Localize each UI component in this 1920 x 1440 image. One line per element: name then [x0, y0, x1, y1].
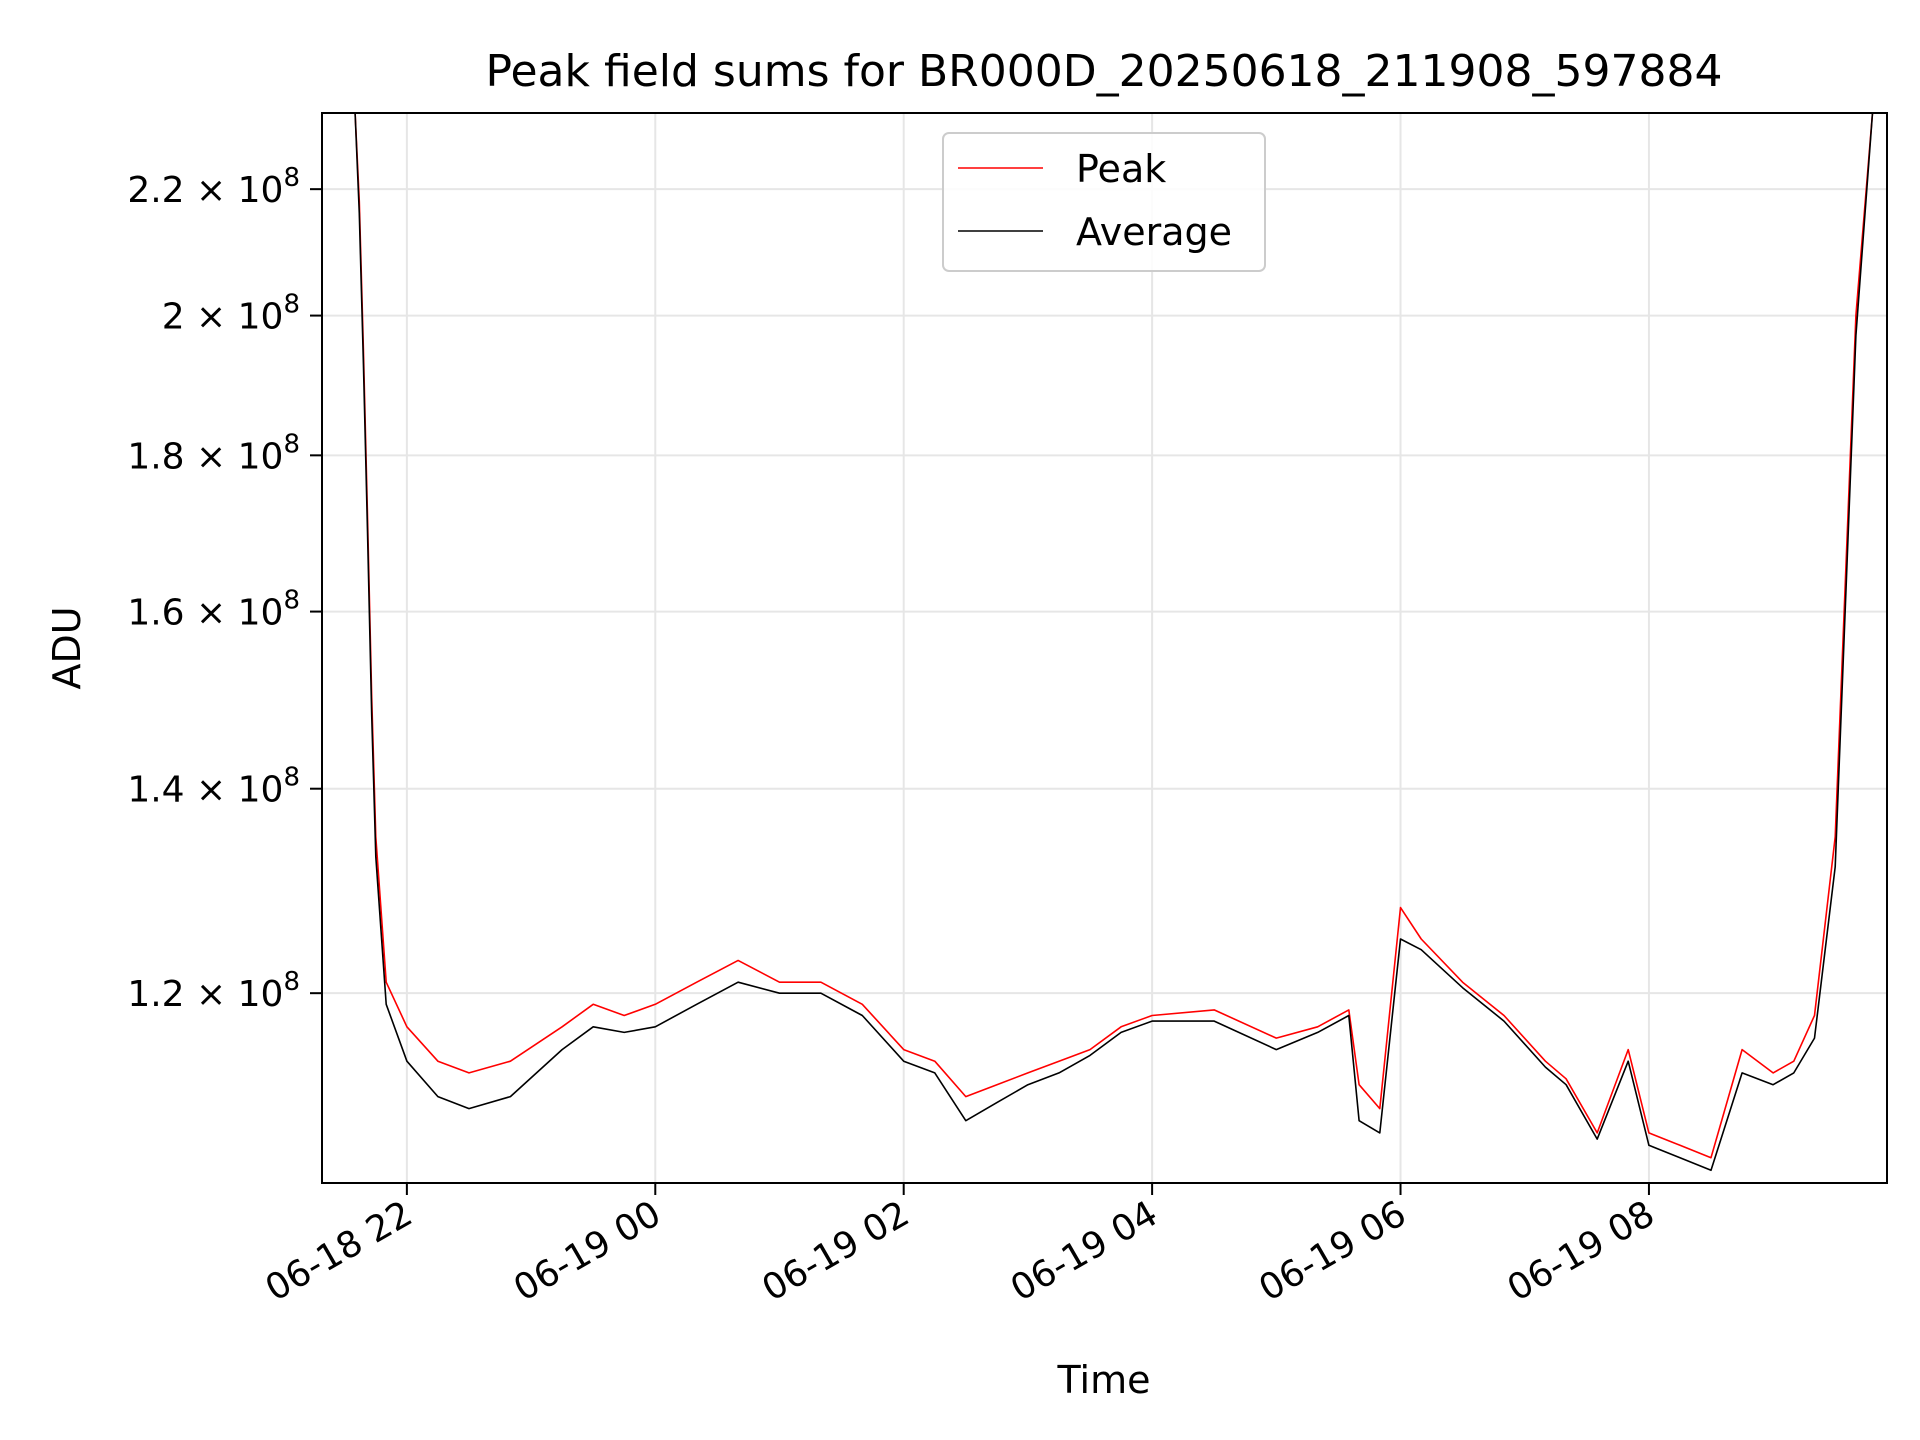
y-tick-mantissa: 2.2	[127, 170, 184, 211]
grid	[322, 113, 1887, 1183]
y-tick-label: 2 × 108	[162, 290, 300, 338]
y-tick-times: × 10	[185, 593, 284, 634]
y-axis-label: ADU	[45, 606, 89, 689]
y-tick-mantissa: 1.4	[127, 770, 184, 811]
y-tick-exponent: 8	[283, 163, 300, 193]
y-tick-exponent: 8	[283, 763, 300, 793]
y-tick-label: 1.2 × 108	[127, 967, 300, 1015]
plot-area	[324, 112, 1874, 1172]
legend-label-peak: Peak	[1076, 147, 1166, 191]
y-tick-exponent: 8	[283, 429, 300, 459]
chart-title: Peak field sums for BR000D_20250618_2119…	[486, 46, 1723, 97]
legend-label-average: Average	[1076, 210, 1232, 254]
legend: Peak Average	[942, 132, 1266, 272]
series-line-peak	[324, 112, 1874, 1159]
y-tick-times: × 10	[185, 770, 284, 811]
y-tick-mantissa: 2	[162, 297, 185, 338]
y-tick-label: 2.2 × 108	[127, 163, 300, 211]
y-tick-mantissa: 1.6	[127, 593, 184, 634]
x-axis-label: Time	[1057, 1358, 1151, 1402]
y-tick-times: × 10	[185, 436, 284, 477]
series-line-average	[324, 112, 1874, 1172]
y-tick-exponent: 8	[283, 586, 300, 616]
y-tick-exponent: 8	[283, 290, 300, 320]
y-tick-times: × 10	[185, 170, 284, 211]
y-tick-times: × 10	[185, 974, 284, 1015]
y-tick-label: 1.6 × 108	[127, 586, 300, 634]
y-tick-exponent: 8	[283, 967, 300, 997]
axes-frame	[321, 112, 1888, 1184]
y-tick-label: 1.8 × 108	[127, 429, 300, 477]
y-tick-mantissa: 1.2	[127, 974, 184, 1015]
y-tick-mantissa: 1.8	[127, 436, 184, 477]
y-tick-times: × 10	[185, 297, 284, 338]
y-tick-label: 1.4 × 108	[127, 763, 300, 811]
